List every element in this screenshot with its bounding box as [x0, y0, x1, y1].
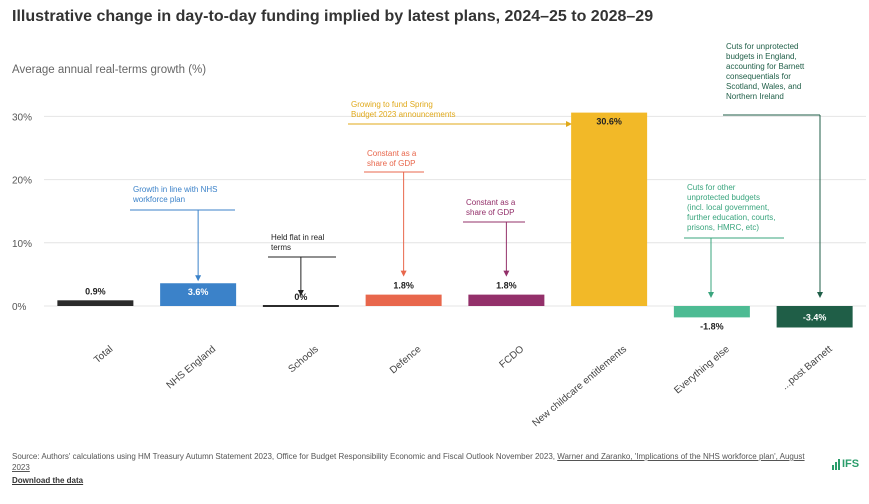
annotation-post-barnett: Northern Ireland: [726, 92, 784, 101]
bar: [262, 305, 339, 307]
bar: [57, 300, 134, 306]
annotation-post-barnett: Scotland, Wales, and: [726, 82, 801, 91]
data-label: -1.8%: [700, 321, 724, 331]
annotation-childcare: Growing to fund Spring: [351, 100, 433, 109]
x-tick-label: ...post Barnett: [780, 344, 835, 393]
data-label: 30.6%: [596, 117, 622, 127]
annotation-arrowhead: [708, 292, 714, 298]
annotation-fcdo: Constant as a: [466, 198, 516, 207]
y-tick-label: 20%: [12, 176, 32, 187]
annotation-everything-else: unprotected budgets: [687, 193, 760, 202]
x-tick-label: Everything else: [672, 344, 732, 397]
annotation-post-barnett: Cuts for unprotected: [726, 42, 798, 51]
y-tick-label: 10%: [12, 239, 32, 250]
annotation-arrowhead: [566, 121, 572, 127]
x-tick-label: Schools: [286, 344, 320, 375]
annotation-post-barnett: budgets in England,: [726, 52, 797, 61]
data-label: -3.4%: [803, 313, 827, 323]
x-tick-label: NHS England: [165, 344, 218, 391]
y-tick-label: 0%: [12, 302, 27, 313]
data-label: 1.8%: [496, 281, 517, 291]
annotation-arrowhead: [195, 275, 202, 282]
ifs-logo: IFS: [832, 458, 859, 470]
bar: [673, 306, 750, 318]
annotation-arrowhead: [503, 270, 510, 277]
page-title: Illustrative change in day-to-day fundin…: [12, 8, 654, 25]
y-axis-title: Average annual real-terms growth (%): [12, 64, 207, 76]
bar: [776, 306, 853, 328]
bar: [365, 294, 442, 306]
annotation-post-barnett: accounting for Barnett: [726, 62, 805, 71]
annotation-arrowhead: [297, 290, 304, 296]
source-link[interactable]: Warner and Zaranko, 'Implications of the…: [12, 452, 805, 472]
download-data-link[interactable]: Download the data: [12, 476, 84, 485]
source-text: Source: Authors' calculations using HM T…: [12, 452, 558, 461]
y-tick-label: 30%: [12, 112, 32, 123]
annotation-nhs: workforce plan: [132, 195, 185, 204]
bar-chart: 0% 10% 20% 30% 0.9% 3.6% 0% 1.8% 1.8% 30.6% -1.8% -…: [12, 42, 866, 429]
data-label: 3.6%: [188, 287, 209, 297]
annotation-everything-else: Cuts for other: [687, 183, 736, 192]
annotation-childcare: Budget 2023 announcements: [351, 110, 456, 119]
bar: [160, 283, 237, 306]
x-tick-label: Defence: [388, 344, 424, 377]
annotation-everything-else: further education, courts,: [687, 213, 776, 222]
annotation-nhs: Growth in line with NHS: [133, 185, 217, 194]
x-tick-label: New childcare entitlements: [530, 344, 629, 429]
annotation-everything-else: prisons, HMRC, etc): [687, 223, 759, 232]
annotation-defence: Constant as a: [367, 149, 417, 158]
x-tick-label: Total: [92, 344, 115, 366]
data-label: 0%: [294, 292, 307, 302]
annotation-schools: terms: [271, 243, 291, 252]
annotation-schools: Held flat in real: [271, 233, 325, 242]
data-label: 1.8%: [393, 281, 414, 291]
annotation-arrowhead: [817, 292, 823, 298]
data-label: 0.9%: [85, 286, 106, 296]
annotation-post-barnett: consequentials for: [726, 72, 791, 81]
annotation-arrowhead: [400, 270, 407, 277]
x-tick-label: FCDO: [498, 344, 527, 371]
annotation-fcdo: share of GDP: [466, 208, 514, 217]
bar: [468, 294, 545, 306]
logo-bars-icon: [832, 458, 841, 470]
logo-text: IFS: [842, 458, 860, 470]
annotation-defence: share of GDP: [367, 159, 415, 168]
annotation-everything-else: (incl. local government,: [687, 203, 769, 212]
source-note: Source: Authors' calculations using HM T…: [12, 451, 812, 473]
bar: [571, 112, 648, 306]
